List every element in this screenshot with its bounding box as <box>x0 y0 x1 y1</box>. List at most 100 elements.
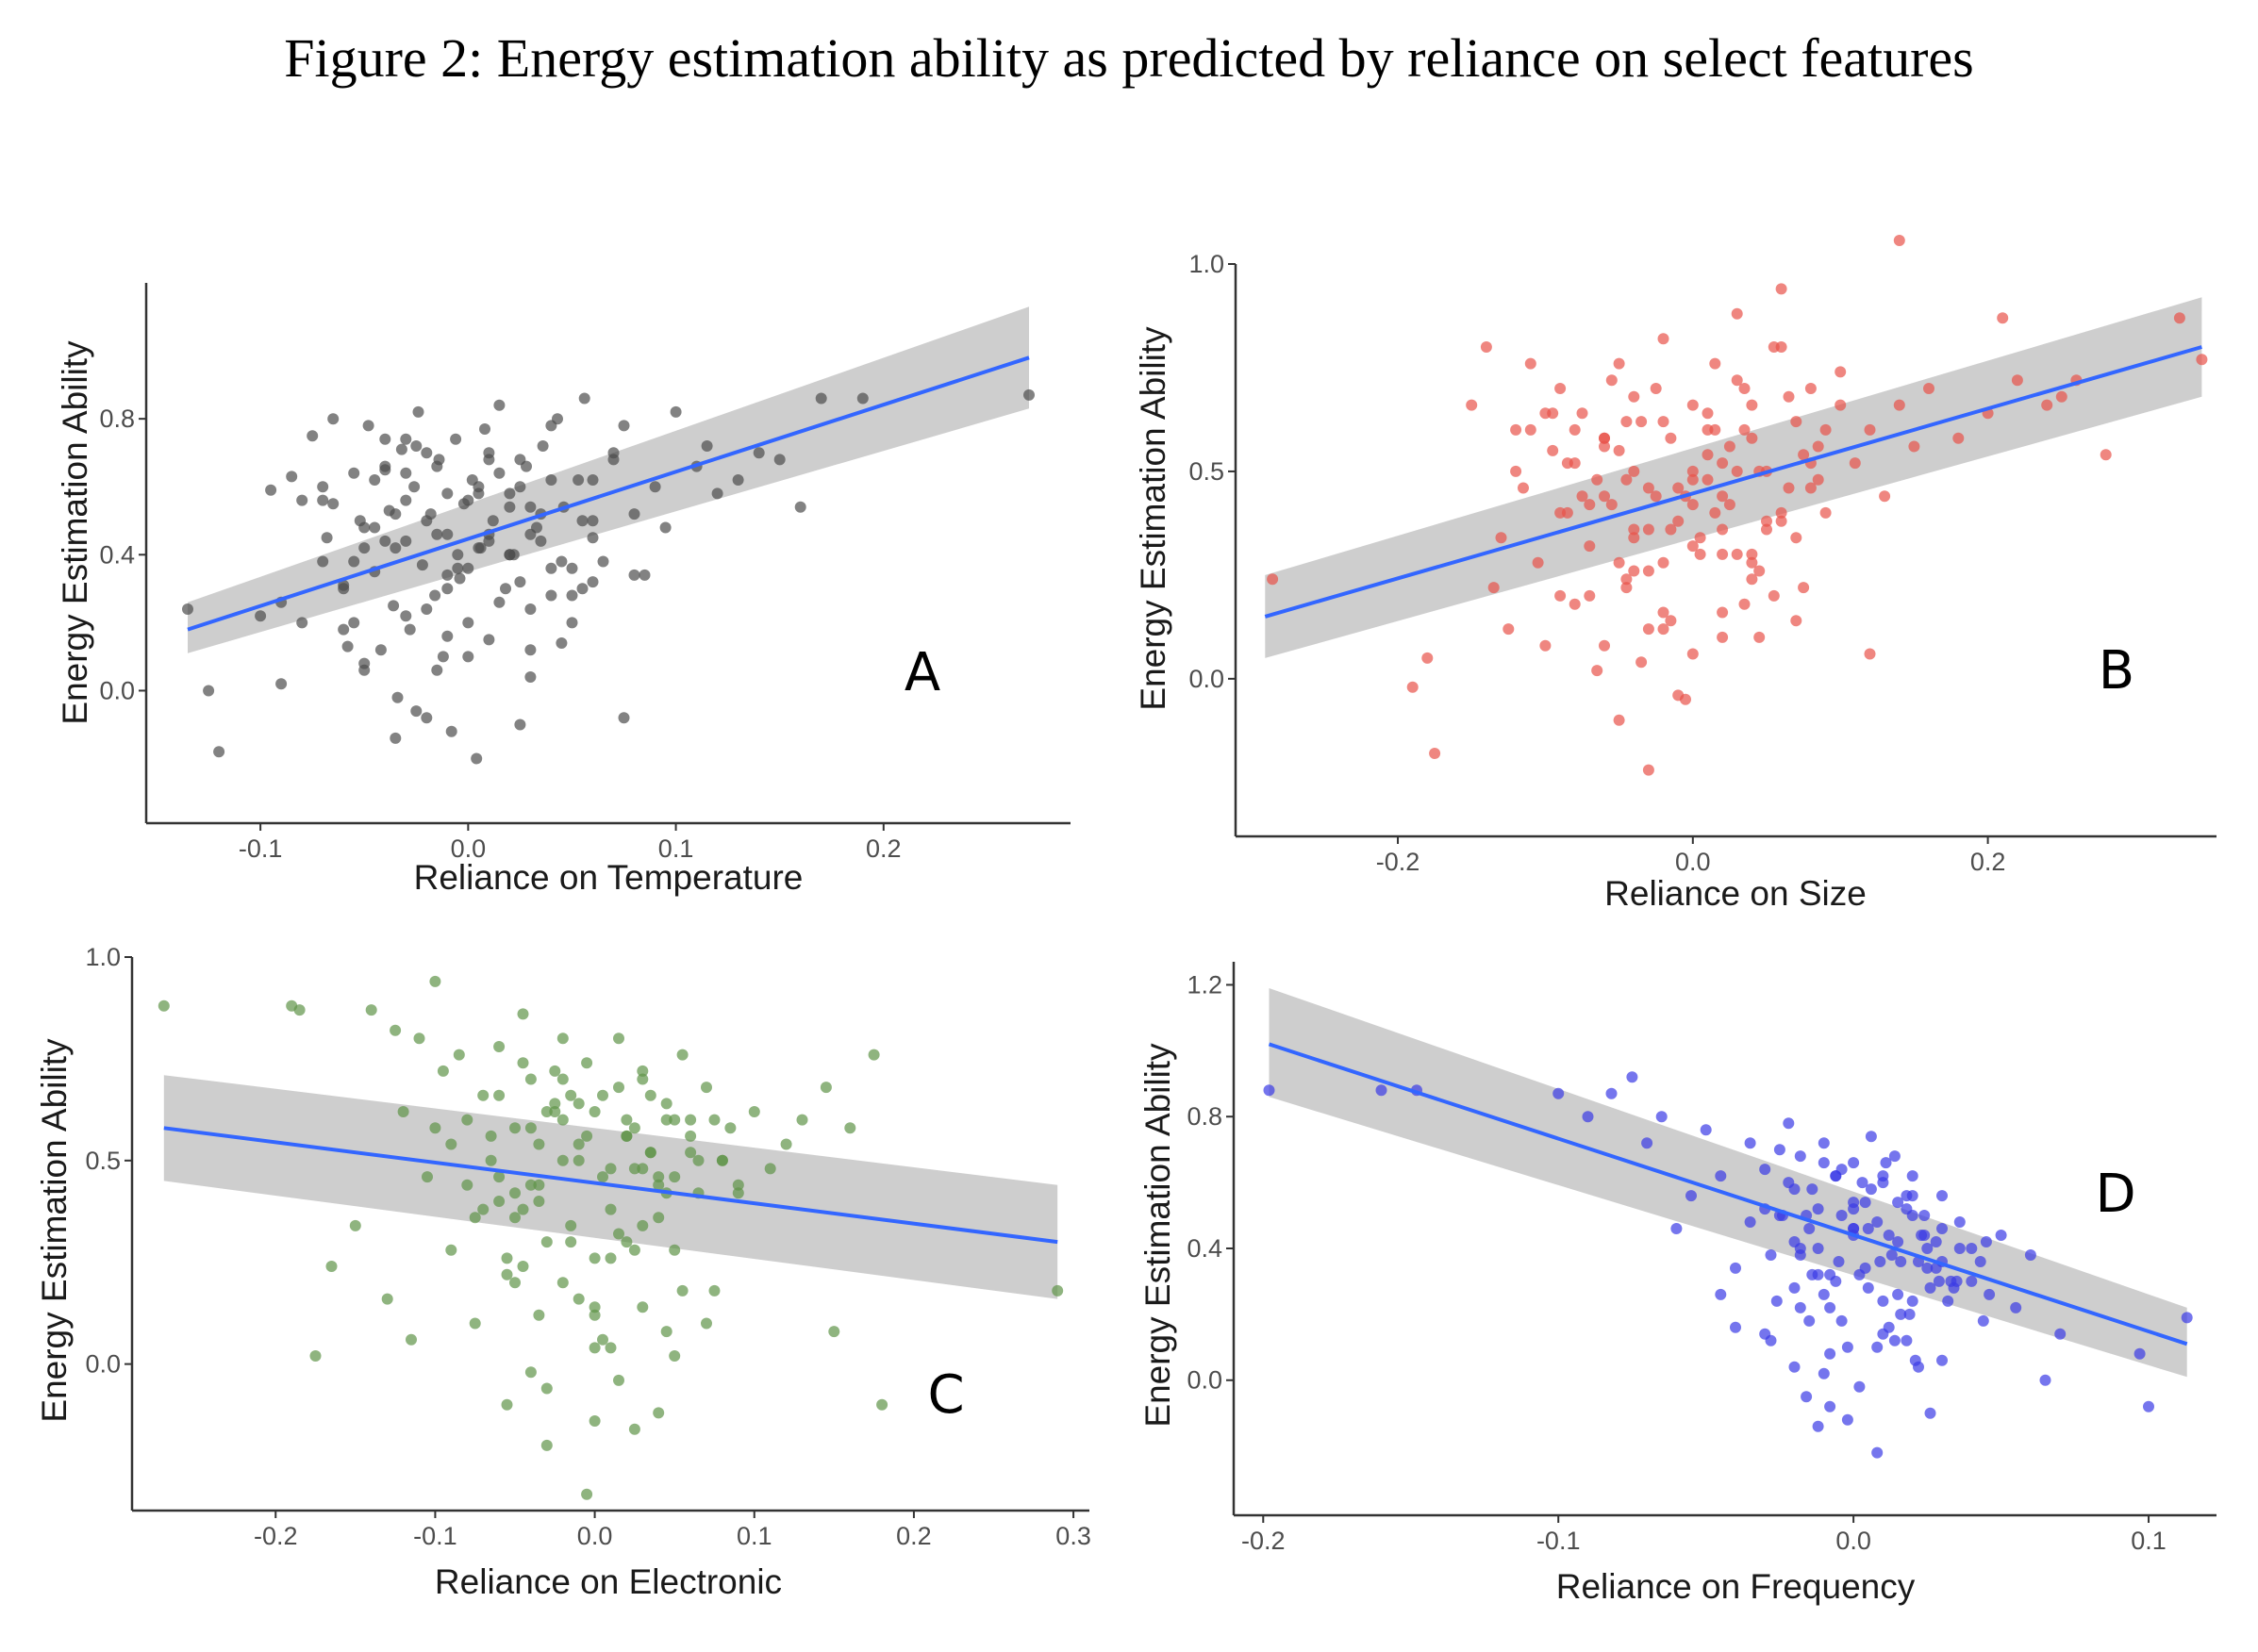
data-point <box>628 569 640 581</box>
data-point <box>2173 312 2185 324</box>
data-point <box>1715 1170 1727 1182</box>
data-point <box>605 1203 617 1215</box>
regression-line <box>187 355 1030 632</box>
data-point <box>669 1171 681 1183</box>
data-point <box>441 487 454 500</box>
data-point <box>618 420 630 432</box>
data-point <box>2011 374 2023 387</box>
x-tick-label: 0.0 <box>451 834 487 863</box>
data-point <box>1921 1243 1934 1254</box>
data-point <box>685 1130 697 1142</box>
data-point <box>504 487 516 500</box>
data-point <box>358 542 371 554</box>
figure-title: Figure 2: Energy estimation ability as p… <box>284 27 1974 89</box>
data-point <box>309 1350 322 1362</box>
data-point <box>1635 416 1648 428</box>
data-point <box>1709 506 1721 519</box>
data-point <box>1966 1243 1978 1254</box>
data-point <box>581 1488 593 1500</box>
data-point <box>1694 548 1706 560</box>
data-point <box>1665 432 1677 444</box>
y-tick-label: 1.0 <box>85 943 121 971</box>
data-point <box>1783 1177 1795 1189</box>
data-point <box>639 569 651 581</box>
data-point <box>327 413 340 425</box>
data-point <box>1746 548 1758 560</box>
data-point <box>1871 1216 1884 1228</box>
x-tick-label: -0.1 <box>239 834 283 863</box>
data-point <box>1765 1249 1777 1261</box>
data-point <box>255 610 267 622</box>
data-point <box>1576 490 1588 503</box>
data-point <box>1700 1124 1712 1136</box>
data-point <box>732 1187 744 1199</box>
x-tick-label: 0.1 <box>737 1522 772 1550</box>
data-point <box>556 1032 569 1045</box>
data-point <box>422 1171 433 1183</box>
data-point <box>780 1138 792 1150</box>
data-point <box>549 1065 561 1077</box>
data-point <box>676 1049 689 1061</box>
data-point <box>1901 1334 1913 1346</box>
data-point <box>1717 457 1729 470</box>
data-point <box>1263 1084 1275 1097</box>
data-point <box>524 1366 537 1379</box>
data-point <box>1738 383 1751 394</box>
data-point <box>2054 1328 2067 1340</box>
regression-line <box>1268 1042 2188 1346</box>
data-point <box>1936 1190 1948 1202</box>
data-point <box>1518 482 1529 494</box>
data-point <box>1883 1230 1895 1241</box>
data-point <box>1599 490 1610 503</box>
data-point <box>2055 390 2067 403</box>
data-point <box>1804 482 1817 494</box>
data-point <box>1730 1321 1741 1333</box>
data-point <box>576 583 589 595</box>
data-point <box>1620 582 1633 594</box>
data-point <box>794 501 806 513</box>
data-point <box>1731 548 1743 560</box>
data-point <box>213 746 225 758</box>
data-point <box>556 1277 569 1289</box>
data-point <box>1746 432 1758 444</box>
data-point <box>1738 598 1751 610</box>
data-point <box>1744 1137 1756 1149</box>
data-point <box>1819 506 1832 519</box>
data-point <box>613 1374 624 1386</box>
data-point <box>566 562 578 574</box>
data-point <box>1717 548 1729 560</box>
data-point <box>413 1032 425 1045</box>
data-point <box>621 1236 633 1248</box>
data-point <box>613 1032 624 1045</box>
data-point <box>1657 606 1669 619</box>
data-point <box>1599 639 1610 652</box>
data-point <box>1788 1236 1801 1247</box>
data-point <box>1775 506 1787 519</box>
x-tick-label: 0.2 <box>866 834 902 863</box>
data-point <box>1849 457 1861 470</box>
y-tick-label: 0.0 <box>85 1350 121 1379</box>
data-point <box>321 532 333 544</box>
data-point <box>1605 374 1618 387</box>
data-point <box>1924 1407 1936 1419</box>
data-point <box>1702 423 1714 436</box>
data-point <box>338 623 350 636</box>
data-point <box>653 1407 665 1419</box>
data-point <box>462 562 474 574</box>
data-point <box>1794 1150 1806 1163</box>
y-axis-title: Energy Estimation Ability <box>1138 1043 1177 1428</box>
data-point <box>868 1049 880 1061</box>
data-point <box>1812 1420 1824 1432</box>
data-point <box>400 467 412 479</box>
data-point <box>524 1122 537 1134</box>
data-point <box>388 600 400 612</box>
data-point <box>369 474 381 486</box>
data-point <box>517 1203 529 1215</box>
data-point <box>581 1057 593 1069</box>
data-point <box>524 1179 537 1191</box>
data-point <box>1888 1150 1901 1163</box>
data-point <box>597 555 609 568</box>
panel-label: B <box>2099 640 2134 702</box>
data-point <box>514 719 526 731</box>
data-point <box>637 1219 649 1231</box>
